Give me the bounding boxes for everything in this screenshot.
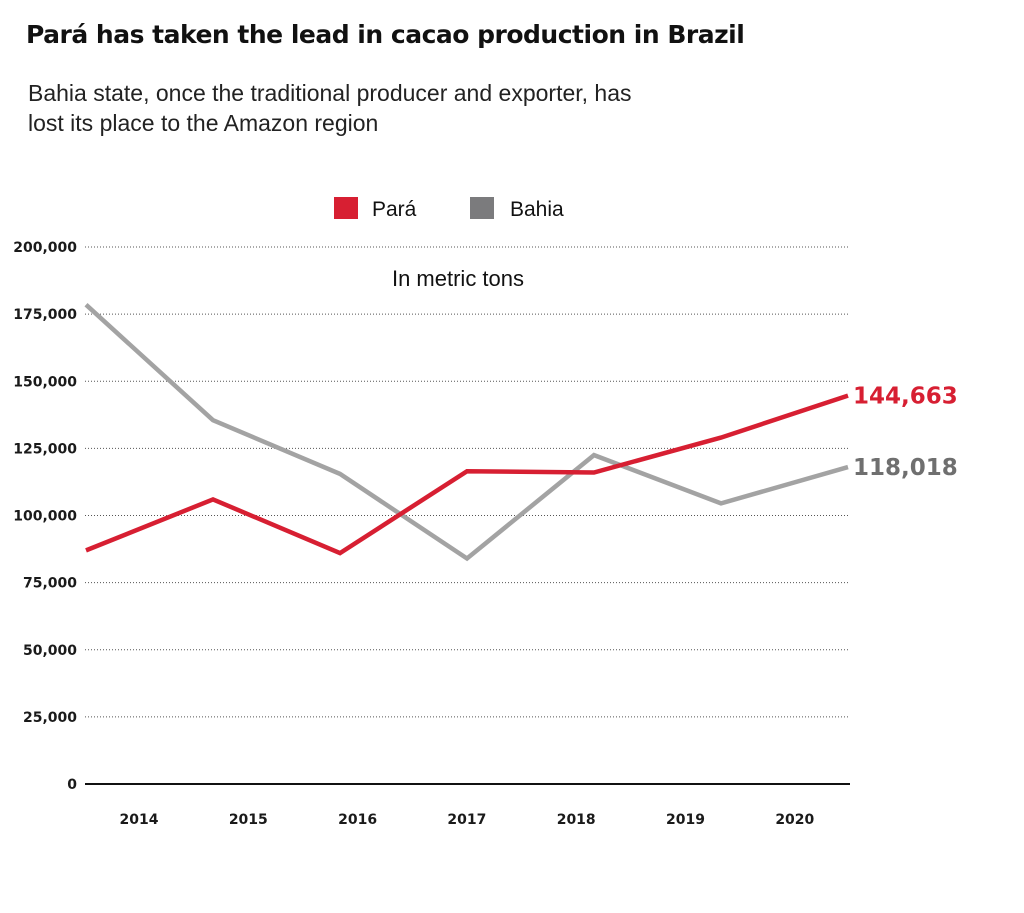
unit-annotation: In metric tons (392, 266, 524, 291)
y-tick-label: 100,000 (13, 509, 77, 525)
x-tick-label: 2017 (447, 812, 486, 828)
y-tick-label: 50,000 (23, 643, 77, 659)
chart-subtitle: Bahia state, once the traditional produc… (28, 80, 632, 136)
series-line-Pará (85, 393, 849, 556)
x-tick-label: 2019 (666, 812, 705, 828)
end-label: 118,018 (853, 455, 958, 481)
y-tick-label: 200,000 (13, 240, 77, 256)
x-tick-label: 2015 (229, 812, 268, 828)
legend-label: Bahia (510, 198, 564, 221)
x-tick-label: 2016 (338, 812, 377, 828)
legend: Pará Bahia (334, 197, 564, 221)
y-tick-label: 150,000 (13, 374, 77, 390)
series-line-Bahia (84, 303, 849, 562)
x-tick-label: 2014 (120, 812, 159, 828)
y-tick-label: 125,000 (13, 441, 77, 457)
x-tick-label: 2018 (557, 812, 596, 828)
y-tick-label: 75,000 (23, 576, 77, 592)
end-value-labels: 144,663 118,018 (853, 384, 958, 482)
gridlines (85, 246, 850, 785)
y-axis-ticks: 0 25,000 50,000 75,000 100,000 125,000 150,000… (13, 240, 77, 793)
y-tick-label: 175,000 (13, 307, 77, 323)
end-label: 144,663 (853, 384, 958, 410)
y-tick-label: 25,000 (23, 710, 77, 726)
chart-title: Pará has taken the lead in cacao product… (26, 20, 745, 49)
x-axis-ticks: 2014 2015 2016 2017 2018 2019 2020 (120, 812, 815, 828)
legend-swatch (470, 197, 494, 219)
legend-swatch (334, 197, 358, 219)
x-tick-label: 2020 (775, 812, 814, 828)
y-tick-label: 0 (67, 777, 77, 793)
series-lines (84, 303, 849, 562)
legend-label: Pará (372, 198, 417, 221)
